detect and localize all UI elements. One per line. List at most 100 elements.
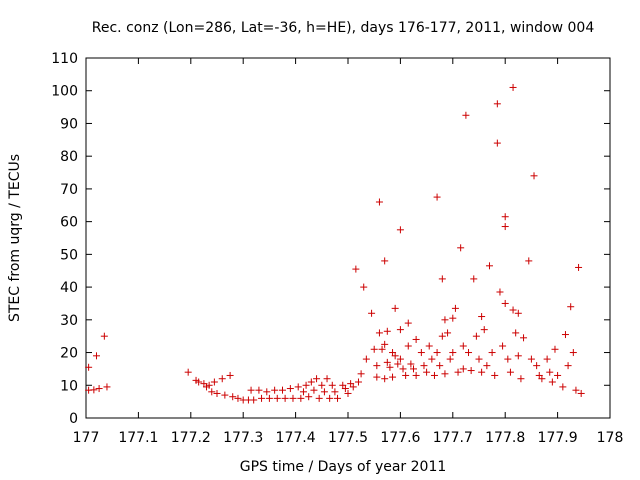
- data-point: [373, 362, 381, 370]
- data-point: [286, 385, 294, 393]
- data-point: [354, 378, 362, 386]
- data-point: [459, 365, 467, 373]
- data-point: [451, 304, 459, 312]
- data-point: [315, 394, 323, 402]
- data-point: [475, 355, 483, 363]
- data-point: [320, 388, 328, 396]
- data-point: [383, 358, 391, 366]
- data-point: [221, 391, 229, 399]
- data-point: [399, 365, 407, 373]
- data-point: [396, 326, 404, 334]
- data-point: [389, 373, 397, 381]
- y-tick-label: 40: [60, 280, 78, 296]
- data-point: [438, 332, 446, 340]
- data-point: [85, 363, 93, 371]
- data-point: [436, 362, 444, 370]
- data-point: [567, 303, 575, 311]
- data-point: [307, 378, 315, 386]
- data-point: [512, 329, 520, 337]
- data-point: [472, 332, 480, 340]
- data-point: [273, 394, 281, 402]
- data-point: [412, 371, 420, 379]
- y-tick-label: 20: [60, 346, 78, 362]
- y-tick-label: 50: [60, 247, 78, 263]
- data-point: [323, 375, 331, 383]
- data-point: [444, 329, 452, 337]
- data-point: [255, 386, 263, 394]
- y-tick-label: 60: [60, 215, 78, 231]
- data-point: [430, 371, 438, 379]
- data-point: [271, 386, 279, 394]
- data-point: [226, 371, 234, 379]
- data-point: [483, 362, 491, 370]
- y-tick-label: 110: [51, 51, 78, 67]
- data-point: [525, 257, 533, 265]
- data-point: [569, 349, 577, 357]
- data-point: [420, 362, 428, 370]
- data-point: [527, 355, 535, 363]
- y-axis: 0 10 20 30 40 50 60 70 80 90 100 110: [51, 51, 610, 427]
- data-point: [229, 393, 237, 401]
- data-point: [514, 352, 522, 360]
- data-point: [467, 367, 475, 375]
- data-point: [459, 342, 467, 350]
- x-axis: 177 177.1 177.2 177.3 177.4 177.5 177.6 177.7 17…: [73, 58, 624, 446]
- data-point: [313, 375, 321, 383]
- data-point: [205, 381, 213, 389]
- data-point: [441, 316, 449, 324]
- x-tick-label: 178: [597, 430, 624, 446]
- data-point: [404, 342, 412, 350]
- data-point: [349, 383, 357, 391]
- data-point: [441, 370, 449, 378]
- data-point: [517, 375, 525, 383]
- data-point: [279, 386, 286, 394]
- data-point: [533, 362, 541, 370]
- data-point: [297, 394, 305, 402]
- data-point: [407, 360, 415, 368]
- data-point: [485, 262, 493, 270]
- data-point: [438, 275, 446, 283]
- data-point: [362, 355, 370, 363]
- data-point: [501, 223, 509, 231]
- chart-title: Rec. conz (Lon=286, Lat=-36, h=HE), days…: [92, 20, 595, 36]
- x-tick-label: 177.7: [433, 430, 473, 446]
- y-tick-label: 0: [69, 411, 78, 427]
- data-point: [396, 226, 404, 234]
- data-point: [470, 275, 478, 283]
- data-point: [95, 385, 103, 393]
- x-tick-label: 177.3: [223, 430, 263, 446]
- data-point: [514, 309, 522, 317]
- data-point: [318, 381, 326, 389]
- data-point: [564, 362, 572, 370]
- data-point: [449, 314, 457, 322]
- data-point: [381, 340, 389, 348]
- y-tick-label: 80: [60, 149, 78, 165]
- data-point: [334, 394, 342, 402]
- data-point: [488, 349, 496, 357]
- x-tick-label: 177.5: [328, 430, 368, 446]
- data-point: [501, 213, 509, 221]
- data-point: [299, 388, 307, 396]
- plot-frame: [85, 57, 611, 419]
- data-point: [433, 193, 441, 201]
- data-point: [509, 83, 517, 91]
- data-point: [310, 386, 318, 394]
- y-tick-label: 70: [60, 182, 78, 198]
- data-point: [373, 373, 381, 381]
- x-tick-label: 177: [73, 430, 100, 446]
- data-point: [551, 345, 559, 353]
- data-point: [100, 332, 108, 340]
- data-point: [218, 375, 226, 383]
- data-point: [554, 371, 562, 379]
- data-point: [210, 378, 218, 386]
- data-point: [506, 368, 514, 376]
- data-point: [391, 304, 399, 312]
- data-point: [328, 381, 336, 389]
- data-point: [357, 370, 365, 378]
- data-point: [302, 381, 310, 389]
- data-point: [425, 342, 433, 350]
- data-point: [449, 349, 457, 357]
- x-tick-label: 177.1: [118, 430, 158, 446]
- data-point: [265, 394, 273, 402]
- data-point: [90, 386, 98, 394]
